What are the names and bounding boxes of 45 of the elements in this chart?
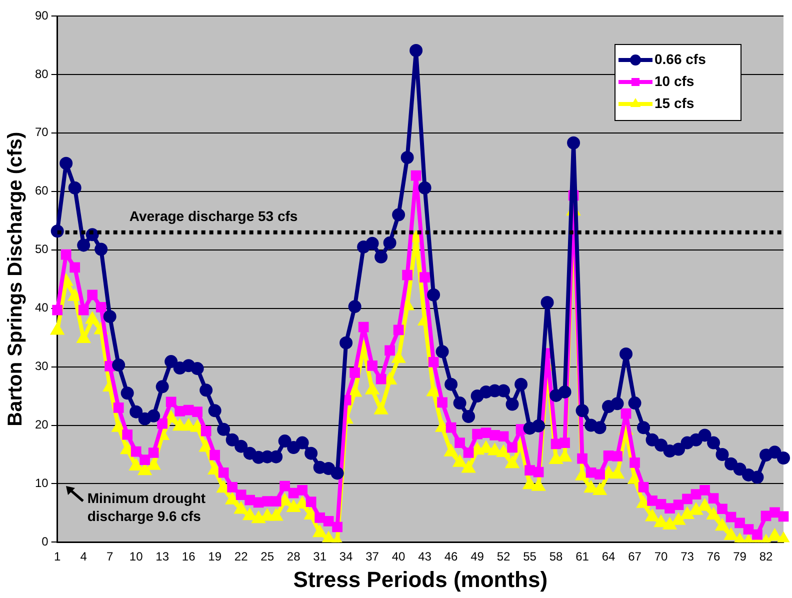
x-tick-label: 73: [680, 550, 694, 564]
x-tick-label: 76: [706, 550, 721, 564]
y-tick-label: 30: [34, 359, 49, 374]
x-tick-label: 58: [549, 550, 564, 564]
x-tick-label: 82: [759, 550, 773, 564]
x-tick-label: 22: [234, 550, 248, 564]
y-tick-label: 0: [42, 534, 49, 549]
ref-line-label: Average discharge 53 cfs: [129, 208, 298, 224]
x-tick-label: 10: [129, 550, 144, 564]
y-tick-label: 40: [34, 300, 49, 315]
x-tick-label: 79: [733, 550, 747, 564]
x-tick-label: 55: [523, 550, 537, 564]
x-tick-label: 46: [444, 550, 458, 564]
x-tick-label: 16: [182, 550, 196, 564]
x-axis-title: Stress Periods (months): [293, 566, 548, 592]
x-tick-label: 61: [576, 550, 590, 564]
x-tick-label: 13: [156, 550, 170, 564]
y-tick-label: 10: [34, 476, 49, 490]
y-tick-label: 80: [34, 66, 49, 81]
x-tick-label: 43: [418, 550, 432, 564]
x-tick-label: 37: [366, 550, 380, 564]
x-tick-label: 4: [80, 550, 88, 564]
legend-label: 0.66 cfs: [654, 50, 706, 67]
x-tick-label: 25: [260, 550, 274, 564]
x-tick-label: 31: [313, 550, 327, 564]
x-tick-label: 7: [106, 550, 114, 564]
annotation: Minimum drought discharge 9.6 cfs: [87, 490, 206, 524]
x-tick-label: 28: [286, 550, 301, 564]
y-tick-label: 70: [34, 125, 49, 140]
x-tick-label: 52: [496, 550, 511, 564]
y-tick-label: 60: [34, 184, 49, 198]
x-tick-label: 34: [339, 550, 354, 564]
x-tick-label: 70: [654, 550, 668, 564]
legend-label: 15 cfs: [654, 94, 694, 111]
x-tick-label: 1: [54, 550, 62, 564]
legend-label: 10 cfs: [654, 72, 694, 89]
x-tick-label: 67: [628, 550, 642, 564]
y-tick-label: 90: [34, 8, 49, 22]
x-tick-label: 40: [392, 550, 406, 564]
x-tick-label: 64: [602, 550, 616, 564]
y-tick-label: 20: [34, 418, 49, 432]
y-tick-label: 50: [34, 242, 49, 256]
y-axis-title: Barton Springs Discharge (cfs): [4, 132, 27, 426]
x-tick-label: 49: [470, 550, 484, 564]
x-tick-label: 19: [208, 550, 222, 564]
